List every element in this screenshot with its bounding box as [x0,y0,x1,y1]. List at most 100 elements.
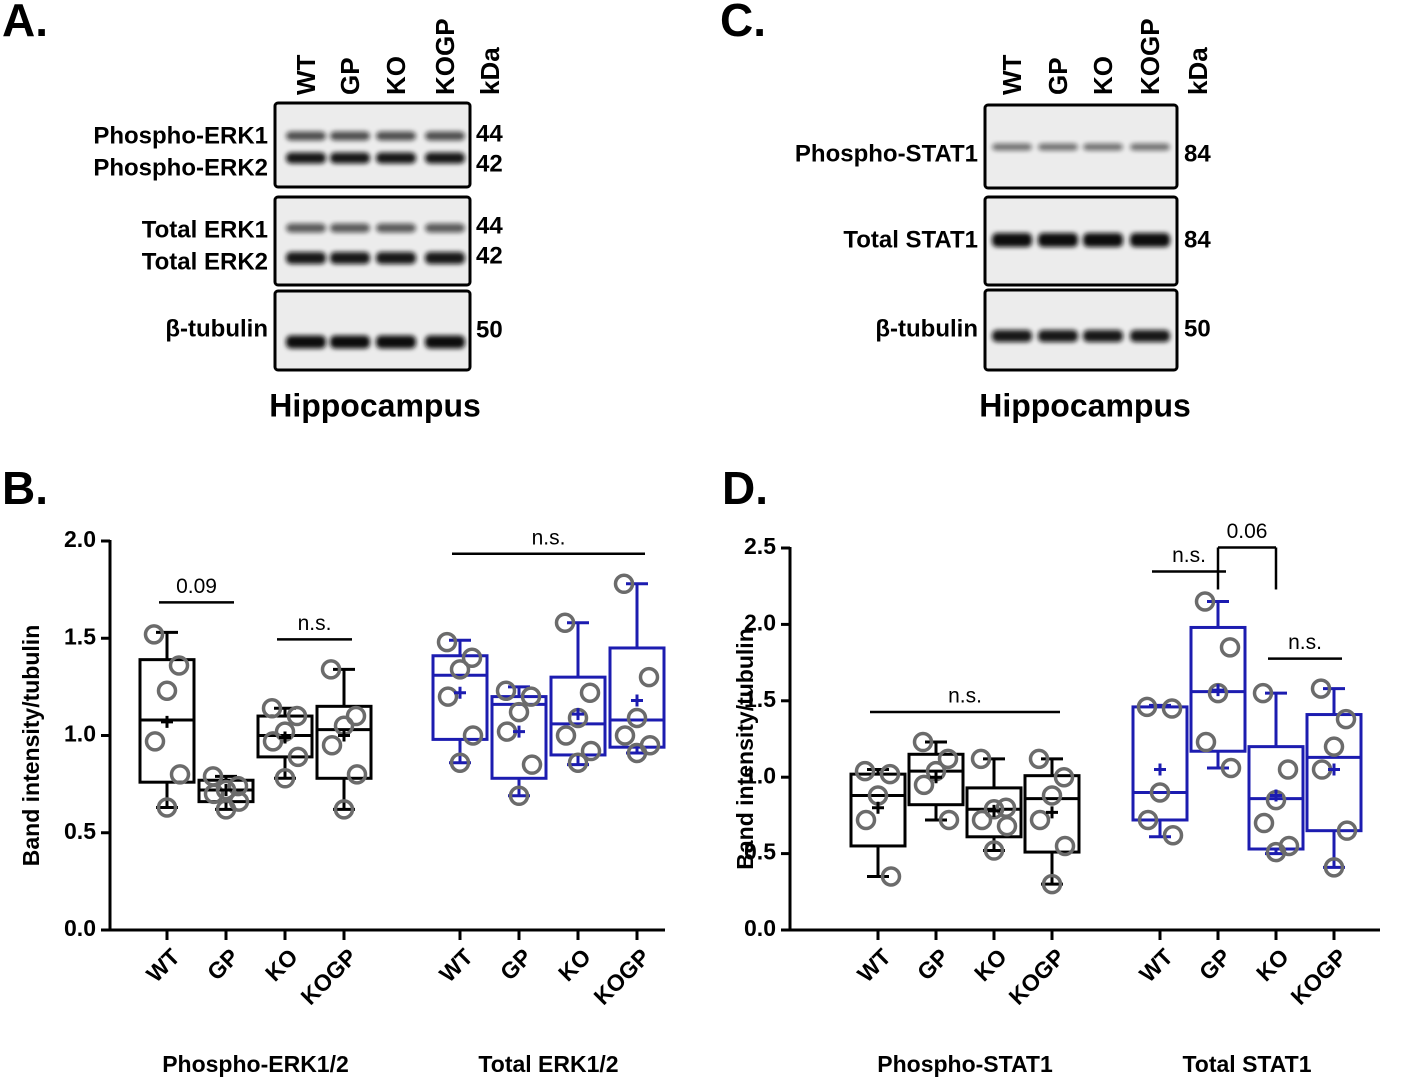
data-point [1277,759,1299,780]
data-point [1336,820,1358,841]
y-tick-label: 2.0 [64,526,96,552]
kda-label: 42 [476,242,503,269]
blot-band [286,252,326,264]
data-point [346,764,368,785]
box [1189,625,1247,753]
data-point [579,682,601,703]
mean-marker [988,804,1000,817]
group-label: Total ERK1/2 [478,1051,618,1077]
y-tick-label: 1.5 [64,623,96,649]
data-point [1253,812,1275,834]
mean-marker [1046,806,1058,819]
blot-band [286,152,326,164]
blot-band [1130,143,1170,151]
data-point [508,785,530,807]
mean-marker [161,715,173,728]
data-point [156,680,178,702]
data-point [1220,757,1242,779]
data-point [449,659,471,680]
data-point [215,799,237,820]
data-point [614,725,636,746]
data-point [1041,873,1063,895]
mean-marker [872,801,884,814]
data-point [203,783,225,805]
blot-band [1130,233,1170,247]
panel-letter: D. [722,462,768,514]
y-axis-title: Band intensity/tubulin [18,625,44,867]
data-point [1195,731,1217,753]
blot-band [425,335,465,349]
data-point [983,840,1005,861]
data-point [626,707,648,729]
y-tick-label: 0.5 [64,818,96,844]
mean-marker [1154,763,1166,776]
mean-marker [338,729,350,742]
kda-header: kDa [1183,47,1213,95]
blot-band [1038,143,1078,151]
box [1023,774,1081,854]
data-point [1054,835,1076,857]
kda-label: 84 [1184,140,1211,167]
data-point [912,731,934,753]
mean-marker [1270,789,1282,802]
y-tick-label: 1.0 [744,762,776,788]
data-point [144,731,166,752]
data-point [461,647,483,668]
blot-band [1083,330,1123,342]
data-point [287,746,309,768]
significance-label: 0.09 [176,575,217,598]
data-point [1028,748,1050,770]
group-label: Phospho-STAT1 [877,1051,1053,1077]
data-point [638,666,660,688]
lane-label: GP [335,57,365,95]
mean-marker [572,708,584,721]
data-point [495,680,517,702]
blot-band [330,152,370,164]
blot-label: Total STAT1 [843,226,978,253]
significance-label: n.s. [1172,544,1206,567]
data-point [156,797,178,818]
data-point [1323,736,1345,757]
blot-band [376,335,416,349]
data-point [168,655,190,676]
data-point [1137,809,1159,831]
blot-label: Phospho-STAT1 [795,140,978,167]
significance-label: n.s. [298,612,332,635]
group-label: Total STAT1 [1182,1051,1311,1077]
blot-band [1130,330,1170,342]
blot-band [376,223,416,233]
y-tick-label: 1.0 [64,721,96,747]
blot-band [992,330,1032,342]
data-point [169,764,191,785]
mean-marker [1328,763,1340,776]
box [608,646,666,749]
lane-label: KOGP [1135,18,1165,95]
significance-label: 0.06 [1227,520,1268,543]
blot-band [376,131,416,141]
panel-letter: C. [720,0,766,46]
box [849,772,907,848]
blot-label: Phospho-ERK1 [93,122,268,149]
blot-background [273,289,472,372]
y-tick-label: 2.5 [744,533,776,559]
data-point [1041,785,1063,806]
significance-label: n.s. [532,526,566,549]
data-point [971,809,993,831]
blot-band [425,223,465,233]
data-point [996,815,1018,837]
lane-label: WT [291,54,321,95]
blot-band [330,252,370,264]
box [1305,713,1363,833]
blot-background [983,288,1179,372]
blot-background [983,103,1179,190]
blot-band [376,152,416,164]
mean-marker [513,725,525,738]
data-point [1310,678,1332,699]
data-point [1029,809,1051,831]
blot-band [376,252,416,264]
y-tick-label: 0.0 [744,915,776,941]
kda-label: 42 [476,150,503,177]
blot-band [286,223,326,233]
significance-label: n.s. [948,685,982,708]
data-point [879,763,901,785]
